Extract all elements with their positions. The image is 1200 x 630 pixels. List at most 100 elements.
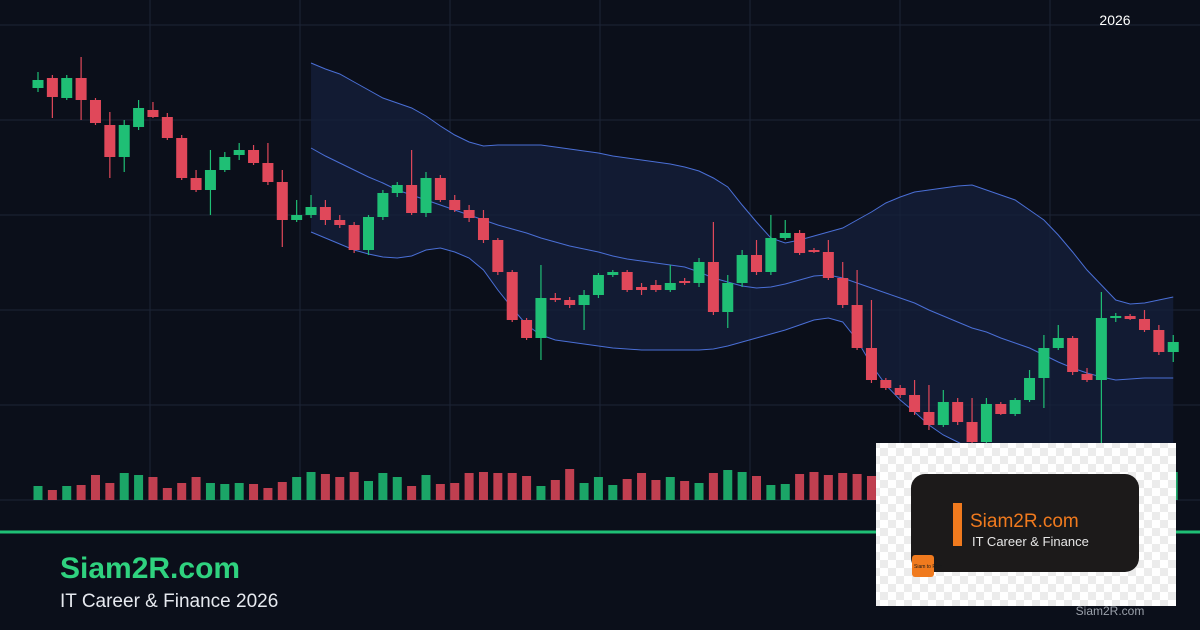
volume-bar <box>378 473 388 500</box>
candle-body <box>751 255 762 272</box>
badge-card <box>911 474 1139 572</box>
badge-icon <box>912 555 934 577</box>
badge-site: Siam2R.com <box>970 511 1079 532</box>
volume-bar <box>62 486 72 500</box>
candle-body <box>1095 318 1107 380</box>
candle-body <box>909 395 921 412</box>
candle-body <box>1124 316 1136 319</box>
candle-body <box>578 295 590 305</box>
volume-bar <box>838 473 848 500</box>
candle-body <box>133 108 145 127</box>
volume-bar <box>708 473 718 500</box>
candle-body <box>722 283 734 312</box>
volume-bar <box>421 475 431 500</box>
candle-body <box>233 150 245 155</box>
candle-body <box>880 380 892 388</box>
candle-body <box>937 402 949 425</box>
volume-bar <box>292 477 302 500</box>
candle-body <box>1110 316 1122 318</box>
candle-body <box>161 117 173 138</box>
candle-body <box>89 100 101 123</box>
candle-body <box>693 262 705 283</box>
volume-bar <box>90 475 100 500</box>
volume-bar <box>723 470 733 500</box>
volume-bar <box>737 472 747 500</box>
volume-bar <box>364 481 374 500</box>
candle-body <box>779 233 791 238</box>
volume-bar <box>651 480 661 500</box>
candle-body <box>980 404 992 442</box>
volume-bar <box>234 483 244 500</box>
candle-body <box>1081 374 1093 380</box>
candle-body <box>305 207 317 215</box>
volume-bar <box>522 476 532 500</box>
volume-bar <box>852 474 862 500</box>
candle-body <box>46 78 58 97</box>
volume-bar <box>47 490 57 500</box>
year: 2026 <box>1099 12 1130 28</box>
candle-body <box>506 272 518 320</box>
candle-body <box>319 207 331 220</box>
volume-bar <box>349 472 359 500</box>
candle-body <box>952 402 964 422</box>
volume-bar <box>579 483 589 500</box>
candle-body <box>1024 378 1036 400</box>
volume-bar <box>191 477 201 500</box>
candle-body <box>851 305 863 348</box>
candle-body <box>549 298 561 300</box>
band-line <box>310 62 1174 305</box>
volume-bar <box>263 488 273 500</box>
badge-tagline: IT Career & Finance <box>972 534 1089 549</box>
candle-body <box>104 125 116 157</box>
candle-body <box>334 220 346 225</box>
candle-body <box>1038 348 1050 378</box>
volume-bar <box>478 472 488 500</box>
candle-body <box>291 215 303 220</box>
volume-bar <box>565 469 575 500</box>
candle-body <box>391 185 403 193</box>
volume-bar <box>134 475 144 500</box>
candle-body <box>664 283 676 290</box>
candle-body <box>32 80 44 88</box>
candle-body <box>966 422 978 442</box>
volume-bar <box>76 485 86 500</box>
candle-body <box>348 225 360 250</box>
volume-bar <box>866 476 876 500</box>
candle-body <box>204 170 216 190</box>
candle-body <box>1009 400 1021 414</box>
volume-bar <box>780 484 790 500</box>
candle-body <box>492 240 504 272</box>
volume-bar <box>177 483 187 500</box>
candle-body <box>75 78 87 100</box>
volume-bar <box>550 480 560 500</box>
candle-body <box>420 178 432 213</box>
candle-body <box>363 217 375 250</box>
volume-bar <box>320 474 330 500</box>
volume-bar <box>507 473 517 500</box>
volume-bar <box>809 472 819 500</box>
volume-bar <box>148 477 158 500</box>
volume-bar <box>608 485 618 500</box>
candle-body <box>923 412 935 425</box>
candle-body <box>147 110 159 117</box>
volume-bar <box>335 477 345 500</box>
volume-bar <box>752 476 761 500</box>
volume-bar <box>493 473 503 500</box>
footer-site: Siam2R.com <box>60 552 240 585</box>
volume-bar <box>665 477 675 500</box>
candle-body <box>765 238 777 272</box>
footer-tagline: IT Career & Finance 2026 <box>60 591 278 612</box>
candle-body <box>377 193 389 217</box>
candle-body <box>463 210 475 218</box>
candle-body <box>1138 319 1150 330</box>
volume-bar <box>637 473 647 500</box>
candle-body <box>636 287 648 290</box>
candle-body <box>707 262 719 312</box>
candle-body <box>564 300 576 305</box>
candle-body <box>219 157 231 170</box>
candle-body <box>1167 342 1179 352</box>
volume-bar <box>795 474 805 500</box>
volume-bar <box>823 475 833 500</box>
